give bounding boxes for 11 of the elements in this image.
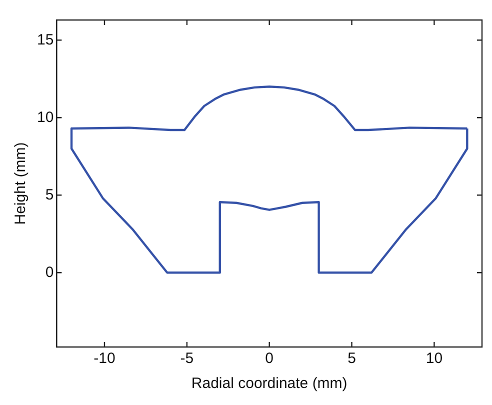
y-tick-label: 10	[36, 108, 54, 126]
x-tick-label: 0	[265, 350, 274, 368]
x-tick-label: -5	[180, 350, 194, 368]
x-tick-label: 10	[426, 350, 443, 368]
x-tick-label: 5	[348, 350, 356, 368]
y-axis-title: Height (mm)	[12, 142, 30, 225]
x-tick-label: -10	[94, 350, 116, 368]
y-tick-label: 0	[45, 264, 54, 281]
y-tick-label: 15	[36, 31, 54, 48]
y-tick-label: 5	[45, 186, 54, 204]
x-axis-title: Radial coordinate (mm)	[191, 375, 348, 392]
